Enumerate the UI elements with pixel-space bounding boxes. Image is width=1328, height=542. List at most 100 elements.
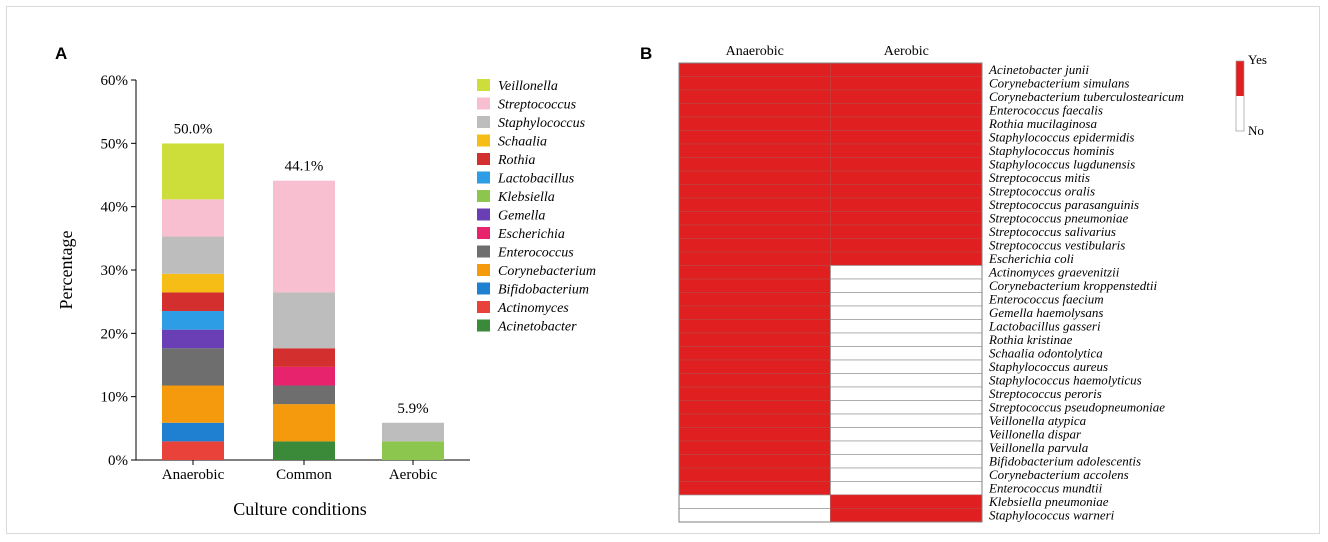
heatmap-row-label: Streptococcus salivarius xyxy=(989,224,1116,239)
legend-label: Rothia xyxy=(497,153,535,168)
heatmap-row-label: Corynebacterium simulans xyxy=(989,76,1129,91)
bar-segment xyxy=(162,143,224,200)
heatmap-row-label: Staphylococcus lugdunensis xyxy=(989,157,1135,172)
heatmap-cell xyxy=(678,130,831,145)
heatmap-cell xyxy=(830,157,983,172)
heatmap-legend-yes-swatch xyxy=(1236,61,1244,96)
heatmap-row-label: Klebsiella pneumoniae xyxy=(988,494,1109,509)
heatmap-cell xyxy=(678,467,831,482)
legend-label: Corynebacterium xyxy=(498,264,596,279)
bar-segment xyxy=(273,404,335,442)
heatmap-row-label: Streptococcus pseudopneumoniae xyxy=(989,400,1165,415)
heatmap-row-label: Schaalia odontolytica xyxy=(989,346,1103,361)
bar-segment xyxy=(162,422,224,442)
bar-segment xyxy=(162,311,224,330)
heatmap-cell xyxy=(830,238,983,253)
heatmap-row-label: Staphylococcus warneri xyxy=(989,508,1115,523)
y-tick-label: 50% xyxy=(101,136,129,152)
heatmap-row-label: Bifidobacterium adolescentis xyxy=(989,454,1141,469)
y-tick-label: 40% xyxy=(101,200,129,216)
heatmap-cell xyxy=(830,170,983,185)
heatmap-cell xyxy=(830,373,983,388)
legend-swatch xyxy=(477,134,490,147)
heatmap-cell xyxy=(678,386,831,401)
x-tick-label: Common xyxy=(276,467,332,483)
y-tick-label: 60% xyxy=(101,73,129,89)
bar-segment xyxy=(162,273,224,293)
heatmap-cell xyxy=(830,76,983,91)
heatmap-column-label: Anaerobic xyxy=(726,44,784,59)
heatmap-cell xyxy=(830,211,983,226)
heatmap-row-label: Staphylococcus epidermidis xyxy=(989,130,1135,145)
legend-swatch xyxy=(477,245,490,258)
heatmap-row-label: Enterococcus mundtii xyxy=(988,481,1103,496)
bar-segment xyxy=(273,385,335,405)
legend-swatch xyxy=(477,282,490,295)
bar-segment xyxy=(273,366,335,386)
heatmap-row-label: Escherichia coli xyxy=(988,251,1074,266)
heatmap-legend-no-swatch xyxy=(1236,96,1244,131)
legend-label: Klebsiella xyxy=(497,190,555,205)
heatmap-border xyxy=(678,62,983,523)
heatmap-cell xyxy=(678,373,831,388)
heatmap-cell xyxy=(830,467,983,482)
legend-label: Streptococcus xyxy=(498,98,577,113)
legend-label: Actinomyces xyxy=(497,301,569,316)
bar-total-label: 50.0% xyxy=(174,121,213,137)
heatmap-legend-low-label: No xyxy=(1248,123,1264,138)
panel-b-label: B xyxy=(640,44,653,63)
bar-segment xyxy=(273,180,335,293)
legend-label: Enterococcus xyxy=(497,246,574,261)
heatmap-row-label: Acinetobacter junii xyxy=(988,62,1089,77)
heatmap-row-label: Streptococcus parasanguinis xyxy=(989,197,1139,212)
legend-swatch xyxy=(477,153,490,165)
legend-swatch xyxy=(477,171,490,184)
heatmap-cell xyxy=(678,305,831,320)
heatmap-cell xyxy=(830,224,983,239)
heatmap-cell xyxy=(678,278,831,293)
legend-swatch xyxy=(477,190,490,202)
heatmap-row-label: Actinomyces graevenitzii xyxy=(988,265,1120,280)
legend-swatch xyxy=(477,116,490,128)
legend-swatch xyxy=(477,79,490,91)
heatmap-cell xyxy=(830,427,983,442)
heatmap-row-label: Rothia mucilaginosa xyxy=(988,116,1097,131)
heatmap-cell xyxy=(678,62,831,77)
bar-segment xyxy=(382,441,444,460)
stacked-bar-chart: 0% 10% 20% 30% 40% 50% 60% Anaerobic 50.0% Common… xyxy=(56,73,596,519)
heatmap-cell xyxy=(830,319,983,334)
heatmap-cell xyxy=(678,427,831,442)
heatmap-cell xyxy=(678,400,831,415)
heatmap-cell xyxy=(678,494,831,509)
legend-label: Staphylococcus xyxy=(498,116,586,131)
heatmap-cell xyxy=(830,103,983,118)
heatmap-cell xyxy=(830,265,983,280)
heatmap-row-label: Veillonella parvula xyxy=(989,440,1089,455)
heatmap-cell xyxy=(830,130,983,145)
heatmap-cell xyxy=(678,440,831,455)
y-tick-label: 20% xyxy=(101,326,129,342)
heatmap-row-label: Staphylococcus haemolyticus xyxy=(989,373,1142,388)
y-tick-label: 10% xyxy=(101,390,129,406)
heatmap-row-label: Staphylococcus hominis xyxy=(989,143,1114,158)
heatmap-row-label: Veillonella atypica xyxy=(989,413,1087,428)
heatmap-cell xyxy=(678,508,831,523)
heatmap-cell xyxy=(678,251,831,266)
heatmap-cell xyxy=(678,170,831,185)
heatmap-cell xyxy=(830,197,983,212)
heatmap-cell xyxy=(830,332,983,347)
heatmap-cell xyxy=(830,184,983,199)
legend-label: Bifidobacterium xyxy=(498,283,589,298)
legend-swatch xyxy=(477,227,490,239)
heatmap-cell xyxy=(830,89,983,104)
heatmap-row-label: Enterococcus faecalis xyxy=(988,103,1103,118)
x-tick-label: Anaerobic xyxy=(162,467,225,483)
bar-segment xyxy=(162,292,224,312)
heatmap-cell xyxy=(830,413,983,428)
figure-frame xyxy=(6,6,1320,534)
heatmap-cell xyxy=(830,440,983,455)
heatmap-cell xyxy=(678,359,831,374)
heatmap-cell xyxy=(830,386,983,401)
heatmap-cell xyxy=(830,62,983,77)
